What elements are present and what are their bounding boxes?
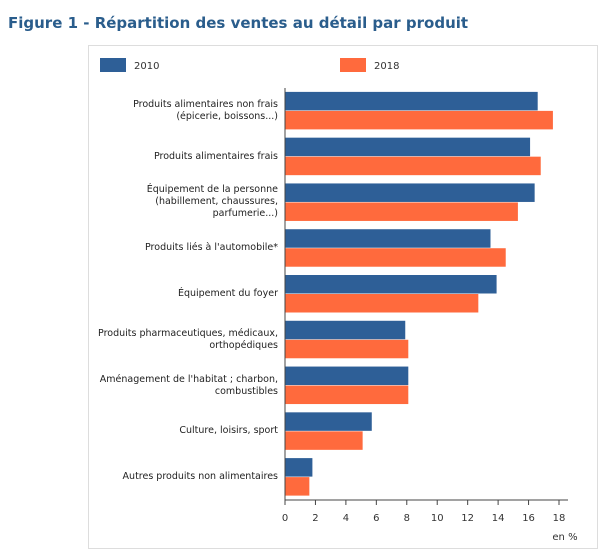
x-tick-label: 2 [312,513,318,524]
category-label: Aménagement de l'habitat ; charbon, comb… [99,373,278,397]
bar [285,110,553,130]
x-tick-label: 18 [553,513,566,524]
category-label: Produits alimentaires non frais (épiceri… [133,98,278,122]
bar [285,320,406,340]
bar [285,183,535,202]
legend-label: 2010 [134,61,159,72]
x-tick-label: 6 [373,513,379,524]
bar [285,385,409,405]
x-tick-label: 0 [282,513,288,524]
bar [285,275,497,294]
x-tick-label: 16 [522,513,535,524]
category-label: Produits alimentaires frais [153,150,278,162]
x-tick-label: 12 [461,513,474,524]
bar [285,156,541,176]
category-label: Produits pharmaceutiques, médicaux, orth… [98,327,278,351]
bar [285,366,409,386]
category-label: Équipement de la personne (habillement, … [146,184,278,220]
bar [285,91,538,111]
bar [285,477,310,496]
x-axis-label: en % [552,532,577,543]
category-label: Équipement du foyer [177,288,278,299]
category-label: Culture, loisirs, sport [179,425,278,437]
legend-label: 2018 [374,61,399,72]
bar [285,339,409,359]
bar [285,248,506,267]
bar [285,137,531,157]
chart-frame [88,45,598,549]
category-label: Autres produits non alimentaires [122,471,278,483]
x-tick-label: 14 [492,513,505,524]
category-label: Produits liés à l'automobile* [145,242,278,254]
bar [285,431,363,450]
bar [285,294,479,313]
bar [285,202,518,221]
x-tick-label: 8 [404,513,410,524]
legend-swatch [340,58,366,72]
legend-swatch [100,58,126,72]
bar [285,412,372,431]
chart-title: Figure 1 - Répartition des ventes au dét… [8,14,469,32]
x-tick-label: 10 [431,513,444,524]
bar [285,229,491,248]
bar [285,458,313,477]
x-tick-label: 4 [343,513,349,524]
